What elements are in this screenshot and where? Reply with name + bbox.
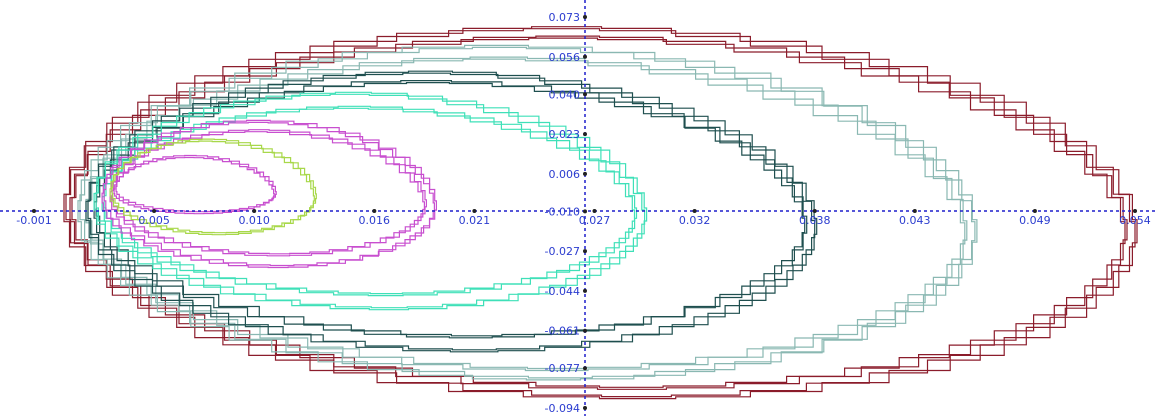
contour-line bbox=[85, 72, 816, 353]
x-tick-label: 0.021 bbox=[459, 214, 491, 227]
contour-line bbox=[95, 80, 808, 337]
contour-line bbox=[109, 131, 425, 257]
y-tick-mark bbox=[583, 406, 587, 410]
y-tick-label: -0.077 bbox=[545, 362, 580, 375]
contour-series-3 bbox=[77, 44, 978, 381]
y-tick-label: 0.040 bbox=[549, 88, 581, 101]
contour-series-8 bbox=[101, 105, 638, 297]
series-layer bbox=[63, 26, 1138, 400]
y-tick-mark bbox=[583, 366, 587, 371]
x-tick-label: 0.016 bbox=[359, 214, 391, 227]
x-tick-label: -0.001 bbox=[16, 214, 51, 227]
x-tick-label: 0.027 bbox=[579, 214, 611, 227]
contour-line bbox=[111, 129, 427, 255]
y-tick-label: -0.094 bbox=[545, 402, 580, 415]
y-tick-mark bbox=[583, 132, 587, 137]
y-tick-mark bbox=[583, 54, 587, 59]
contour-line bbox=[77, 46, 976, 381]
contour-series-2 bbox=[69, 35, 1128, 390]
contour-series-10 bbox=[109, 129, 427, 257]
y-tick-label: -0.027 bbox=[545, 245, 580, 258]
y-tick-mark bbox=[583, 92, 587, 97]
y-tick-mark bbox=[583, 15, 587, 19]
x-tick-mark bbox=[472, 209, 477, 213]
contour-line bbox=[93, 93, 646, 311]
contour-line bbox=[95, 91, 648, 309]
x-tick-mark bbox=[912, 209, 917, 213]
y-tick-mark bbox=[583, 249, 587, 254]
x-tick-mark bbox=[1032, 209, 1037, 213]
x-tick-mark bbox=[32, 209, 36, 213]
y-tick-mark bbox=[583, 328, 587, 333]
contour-line bbox=[103, 105, 638, 295]
y-tick-label: 0.056 bbox=[549, 51, 581, 64]
x-tick-mark bbox=[372, 209, 377, 213]
x-tick-label: 0.038 bbox=[799, 214, 831, 227]
contour-line bbox=[87, 70, 818, 351]
x-tick-label: 0.049 bbox=[1019, 214, 1051, 227]
x-tick-label: 0.010 bbox=[238, 214, 270, 227]
y-tick-label: -0.044 bbox=[545, 285, 580, 298]
x-tick-label: 0.054 bbox=[1119, 214, 1151, 227]
x-tick-mark bbox=[1133, 209, 1137, 213]
y-tick-label: -0.010 bbox=[545, 205, 580, 218]
contour-line bbox=[79, 44, 978, 379]
contour-series-6 bbox=[93, 80, 808, 339]
x-tick-mark bbox=[252, 209, 257, 213]
x-tick-label: 0.005 bbox=[138, 214, 170, 227]
tick-layer: -0.001 0.005 0.010 0.016 0.021 0.027 0.032 0.03… bbox=[16, 11, 1150, 415]
contour-line bbox=[111, 138, 317, 234]
y-tick-label: -0.061 bbox=[545, 325, 580, 338]
contour-series-7 bbox=[93, 91, 648, 311]
contour-series-12 bbox=[113, 154, 277, 215]
x-tick-mark bbox=[812, 209, 817, 213]
x-tick-label: 0.043 bbox=[899, 214, 931, 227]
y-tick-label: 0.006 bbox=[549, 168, 581, 181]
contour-line bbox=[65, 26, 1138, 398]
y-tick-mark bbox=[583, 288, 587, 293]
y-tick-mark bbox=[583, 171, 587, 176]
x-tick-mark bbox=[592, 209, 597, 213]
x-tick-mark bbox=[152, 209, 157, 213]
contour-series-5 bbox=[85, 70, 818, 353]
contour-series-11 bbox=[109, 138, 317, 236]
y-tick-mark bbox=[583, 209, 587, 214]
contour-line bbox=[115, 154, 277, 213]
contour-series-9 bbox=[101, 119, 437, 269]
y-tick-label: 0.023 bbox=[549, 128, 581, 141]
x-tick-mark bbox=[692, 209, 697, 213]
contour-line bbox=[101, 121, 435, 269]
contour-line bbox=[85, 58, 966, 372]
contour-line bbox=[103, 119, 437, 267]
contour-line bbox=[93, 82, 806, 339]
y-tick-label: 0.073 bbox=[549, 11, 581, 24]
contour-line bbox=[69, 37, 1126, 390]
x-tick-label: 0.032 bbox=[679, 214, 711, 227]
contour-line bbox=[71, 35, 1128, 388]
